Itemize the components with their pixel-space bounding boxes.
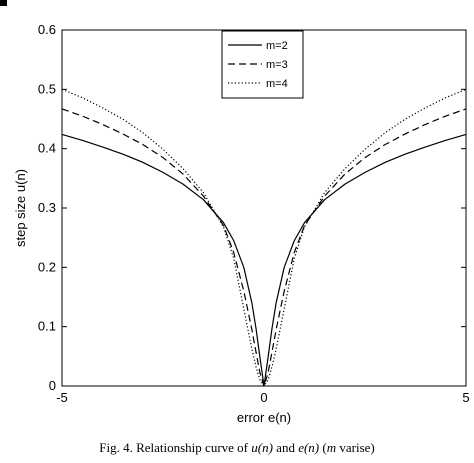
y-tick-label: 0.4: [38, 141, 56, 156]
ticks-layer: 00.10.20.30.40.50.6-5 0 5: [38, 22, 470, 405]
x-tick-label: 5: [462, 390, 469, 405]
caption-m: m: [326, 440, 337, 455]
legend: m=2 m=3 m=4: [221, 30, 304, 99]
x-axis-label: error e(n): [237, 410, 291, 425]
caption-u: u(n): [251, 440, 273, 455]
caption-suffix: varise): [336, 440, 375, 455]
y-tick-label: 0.5: [38, 81, 56, 96]
y-tick-label: 0.3: [38, 200, 56, 215]
y-tick-label: 0.6: [38, 22, 56, 37]
y-axis-label: step size u(n): [13, 169, 28, 247]
legend-label: m=4: [266, 78, 288, 90]
y-tick-label: 0.2: [38, 259, 56, 274]
caption-open: (: [319, 440, 327, 455]
x-tick-label: -5: [56, 390, 68, 405]
chart: 00.10.20.30.40.50.6-5 0 5 m=2m=3m=4 error …: [13, 22, 470, 425]
caption-and: and: [272, 440, 299, 455]
y-tick-label: 0.1: [38, 319, 56, 334]
legend-box: [221, 30, 304, 99]
x-tick-label: 0: [260, 390, 267, 405]
figure-caption: Fig. 4. Relationship curve of u(n) and e…: [0, 440, 474, 456]
corner-mark: [0, 0, 7, 6]
legend-label: m=3: [266, 59, 288, 71]
legend-label: m=2: [266, 40, 288, 52]
caption-prefix: Fig. 4. Relationship curve of: [99, 440, 252, 455]
y-tick-label: 0: [49, 378, 56, 393]
caption-e: e(n): [298, 440, 320, 455]
